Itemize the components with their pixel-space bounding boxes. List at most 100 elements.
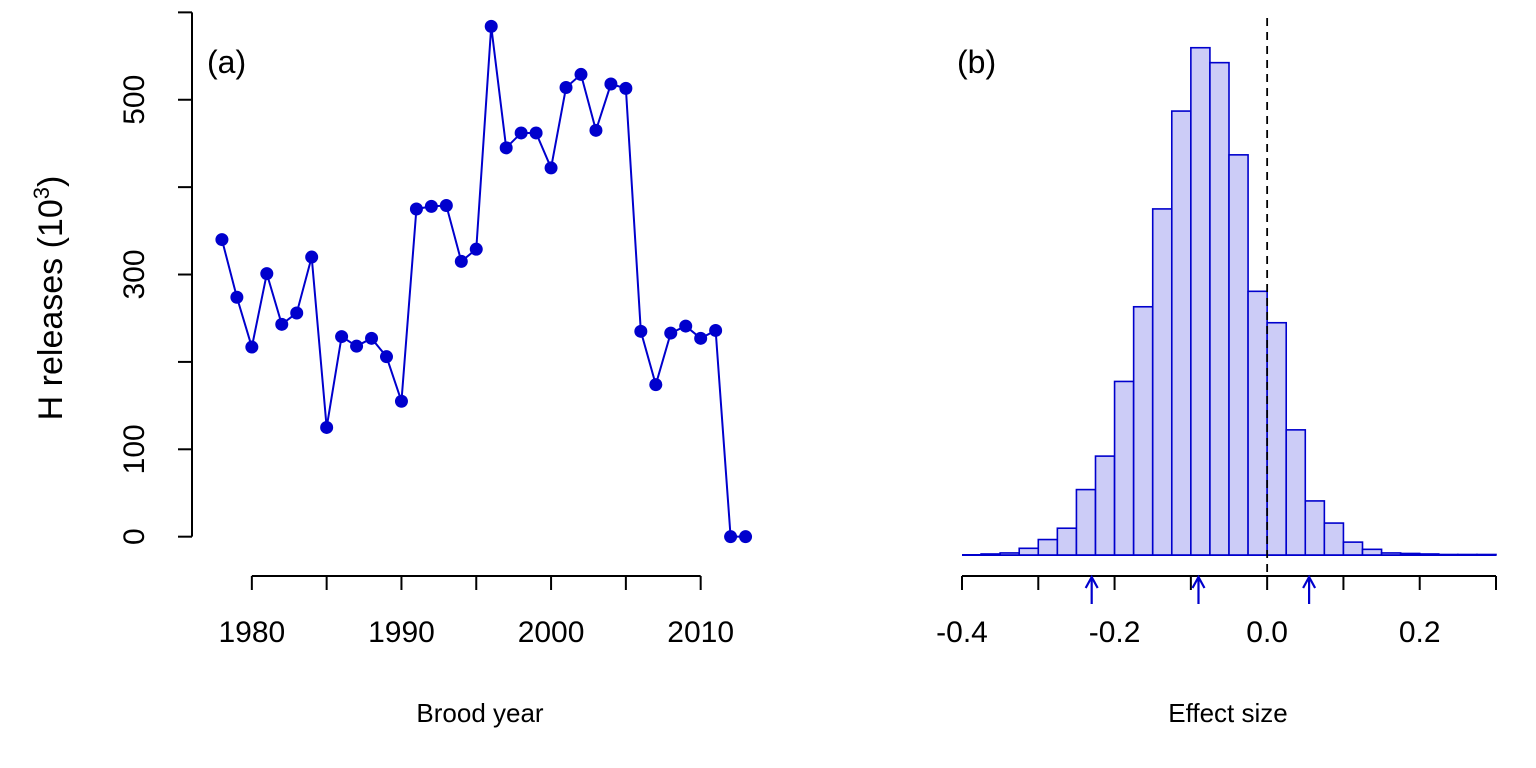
y-axis-title-superscript: 3 — [29, 187, 54, 199]
data-point — [260, 267, 274, 281]
histogram-bar — [1037, 538, 1059, 556]
data-point — [679, 319, 693, 333]
panel-b-histogram: -0.4 -0.2 0.0 0.2 (b) Effect size — [936, 18, 1497, 728]
panel-b-ticks: -0.4 -0.2 0.0 0.2 — [936, 576, 1497, 649]
y-axis-title-main: H releases (10 — [32, 199, 70, 420]
panel-a-y-axis-title: H releases (103) — [29, 176, 70, 421]
y-axis-title-close: ) — [32, 176, 70, 187]
series-line — [220, 26, 746, 538]
arrow-head — [1191, 574, 1206, 589]
interval-arrow — [1084, 574, 1099, 604]
data-point — [379, 350, 393, 364]
histogram-bar — [1361, 548, 1383, 556]
data-point — [365, 331, 379, 345]
x-tick-label: -0.2 — [1089, 616, 1141, 649]
arrow-head — [1302, 574, 1317, 589]
histogram-bar — [1151, 208, 1173, 556]
x-tick-label: 2010 — [667, 616, 734, 649]
panel-b-label: (b) — [957, 44, 996, 80]
data-point — [664, 326, 678, 340]
data-point — [424, 199, 438, 213]
data-point — [245, 340, 259, 354]
histogram-bar — [1094, 455, 1116, 556]
data-point — [484, 19, 498, 33]
y-tick-label: 300 — [118, 249, 151, 299]
data-point — [589, 123, 603, 137]
panel-a-line-chart: 1980 1990 2000 2010 0 100 300 500 (a) Brood yea… — [29, 11, 753, 728]
histogram-bar — [999, 552, 1021, 556]
histogram-bar — [1056, 527, 1078, 556]
panel-b-bars — [962, 46, 1497, 556]
histogram-bar — [1132, 305, 1154, 556]
data-point — [215, 233, 229, 247]
interval-arrow — [1191, 574, 1206, 604]
panel-a-x-axis-title: Brood year — [416, 698, 544, 728]
data-point — [469, 242, 483, 256]
data-point — [320, 420, 334, 434]
histogram-bar — [1304, 500, 1326, 556]
data-point — [230, 290, 244, 304]
data-point — [499, 141, 513, 155]
panel-b-arrows — [1084, 574, 1317, 604]
panel-a-ticks: 1980 1990 2000 2010 0 100 300 500 — [118, 11, 734, 649]
data-point — [724, 530, 738, 544]
histogram-bar — [1285, 429, 1307, 556]
panel-a-label: (a) — [207, 44, 246, 80]
data-point — [619, 81, 633, 95]
data-point — [514, 126, 528, 140]
histogram-bar — [1170, 110, 1192, 556]
x-tick-label: 2000 — [518, 616, 585, 649]
data-point — [350, 339, 364, 353]
data-point — [544, 161, 558, 175]
data-point — [394, 394, 408, 408]
data-point — [275, 317, 289, 331]
histogram-bar — [1075, 488, 1097, 556]
histogram-bar — [1437, 553, 1459, 556]
y-tick-label: 100 — [118, 424, 151, 474]
panel-a-axes — [191, 12, 701, 577]
histogram-bar — [1190, 46, 1211, 556]
histogram-bar — [1266, 321, 1288, 556]
data-point — [694, 331, 708, 345]
y-tick-label: 500 — [118, 75, 151, 125]
x-tick-label: 0.2 — [1399, 616, 1441, 649]
histogram-bar — [1457, 553, 1478, 556]
x-tick-label: 1990 — [368, 616, 435, 649]
data-point — [305, 250, 319, 264]
data-point — [559, 81, 573, 95]
x-tick-label: 0.0 — [1246, 616, 1288, 649]
histogram-bar — [1418, 553, 1440, 556]
data-point — [439, 198, 453, 212]
data-point — [290, 306, 304, 320]
data-point — [335, 330, 349, 344]
data-point — [454, 254, 468, 268]
arrow-head — [1084, 574, 1099, 589]
histogram-bar — [1228, 154, 1249, 556]
histogram-bar — [980, 553, 1001, 556]
data-point — [634, 324, 648, 338]
panel-b-x-axis-title: Effect size — [1168, 698, 1287, 728]
histogram-bar — [1113, 380, 1135, 556]
histogram-bar — [1247, 290, 1268, 556]
data-point — [574, 67, 588, 81]
panel-a-series-line — [220, 26, 746, 538]
data-point — [709, 323, 723, 337]
histogram-bar — [1399, 552, 1421, 556]
histogram-bar — [1018, 547, 1040, 556]
interval-arrow — [1302, 574, 1317, 604]
histogram-bar — [1476, 553, 1497, 556]
panel-a-series-points — [215, 19, 753, 544]
x-tick-label: -0.4 — [936, 616, 988, 649]
y-tick-label: 0 — [118, 528, 151, 545]
histogram-bar — [1380, 552, 1402, 556]
histogram-bar — [1209, 61, 1230, 556]
histogram-bar — [1323, 522, 1345, 556]
data-point — [529, 126, 543, 140]
data-point — [649, 378, 663, 392]
histogram-bar — [1342, 541, 1364, 556]
data-point — [409, 202, 423, 216]
data-point — [739, 530, 753, 544]
data-point — [604, 77, 618, 91]
x-tick-label: 1980 — [218, 616, 285, 649]
